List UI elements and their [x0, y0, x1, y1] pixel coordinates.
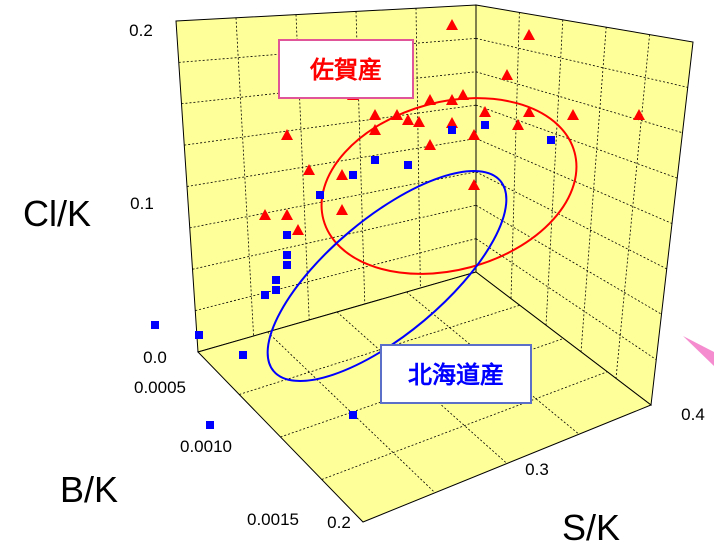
saga-label: 佐賀産 — [309, 56, 382, 84]
hokkaido-point-8 — [316, 191, 324, 199]
saga-point-8 — [369, 109, 381, 120]
grid-line — [235, 17, 254, 337]
saga-point-19 — [281, 129, 293, 140]
saga-point-0 — [446, 19, 458, 30]
hokkaido-point-1 — [283, 261, 291, 269]
hokkaido-cluster-ellipse — [266, 170, 508, 382]
hokkaido-point-7 — [272, 276, 280, 284]
saga-point-1 — [523, 29, 535, 40]
hokkaido-point-16 — [349, 411, 357, 419]
saga-point-26 — [468, 179, 480, 190]
saga-point-23 — [281, 209, 293, 220]
saga-point-13 — [479, 106, 491, 117]
saga-point-25 — [336, 204, 348, 215]
saga-point-14 — [523, 106, 535, 117]
saga-point-16 — [633, 109, 645, 120]
grid-line — [545, 19, 564, 326]
b-tick-0.0010: 0.0010 — [180, 437, 232, 456]
hokkaido-point-10 — [371, 156, 379, 164]
hokkaido-point-9 — [349, 171, 357, 179]
b-axis-title: B/K — [60, 469, 118, 510]
hokkaido-point-17 — [283, 251, 291, 259]
hokkaido-point-6 — [261, 291, 269, 299]
saga-point-21 — [336, 169, 348, 180]
grid-line — [615, 34, 650, 379]
s-tick-0.3: 0.3 — [525, 460, 549, 479]
grid-line — [184, 104, 477, 146]
hokkaido-label-box — [380, 344, 532, 404]
grid-line — [295, 14, 310, 321]
saga-point-22 — [259, 209, 271, 220]
s-axis-title: S/K — [562, 507, 620, 548]
saga-point-9 — [391, 109, 403, 120]
saga-point-18 — [468, 129, 480, 140]
cl-axis-title: Cl/K — [23, 193, 91, 234]
saga-point-20 — [303, 164, 315, 175]
decorative-pink-streak — [683, 336, 714, 366]
cl-tick-0.0: 0.0 — [143, 348, 167, 367]
hokkaido-point-11 — [404, 161, 412, 169]
saga-label-box — [278, 39, 414, 99]
saga-point-15 — [567, 109, 579, 120]
grid-line — [415, 8, 421, 289]
grid-line — [189, 171, 477, 229]
hokkaido-point-5 — [239, 351, 247, 359]
grid-line — [475, 238, 657, 360]
hokkaido-point-14 — [547, 136, 555, 144]
s-tick-0.2: 0.2 — [327, 513, 351, 532]
hokkaido-point-15 — [206, 421, 214, 429]
b-tick-0.0005: 0.0005 — [134, 378, 186, 397]
hokkaido-point-13 — [481, 121, 489, 129]
grid-line — [192, 204, 477, 270]
saga-point-5 — [424, 94, 436, 105]
saga-point-2 — [501, 69, 513, 80]
data-points — [151, 19, 645, 429]
cl-tick-0.2: 0.2 — [129, 21, 153, 40]
saga-point-4 — [457, 89, 469, 100]
grid-line — [406, 291, 580, 435]
saga-point-17 — [369, 124, 381, 135]
hokkaido-point-0 — [283, 231, 291, 239]
saga-point-24 — [292, 224, 304, 235]
cl-tick-0.1: 0.1 — [130, 194, 154, 213]
saga-point-11 — [413, 116, 425, 127]
saga-point-12 — [446, 117, 458, 128]
grid-line — [475, 37, 688, 88]
saga-point-27 — [512, 119, 524, 130]
hokkaido-point-12 — [448, 126, 456, 134]
saga-point-28 — [424, 139, 436, 150]
b-tick-0.0015: 0.0015 — [247, 510, 299, 529]
grid-line — [195, 238, 477, 312]
hokkaido-point-4 — [195, 331, 203, 339]
hokkaido-point-2 — [272, 286, 280, 294]
s-tick-0.4: 0.4 — [681, 405, 705, 424]
hokkaido-label: 北海道産 — [408, 361, 504, 389]
grid-line — [321, 371, 608, 480]
saga-point-10 — [402, 114, 414, 125]
hokkaido-point-3 — [151, 321, 159, 329]
saga-point-6 — [446, 94, 458, 105]
